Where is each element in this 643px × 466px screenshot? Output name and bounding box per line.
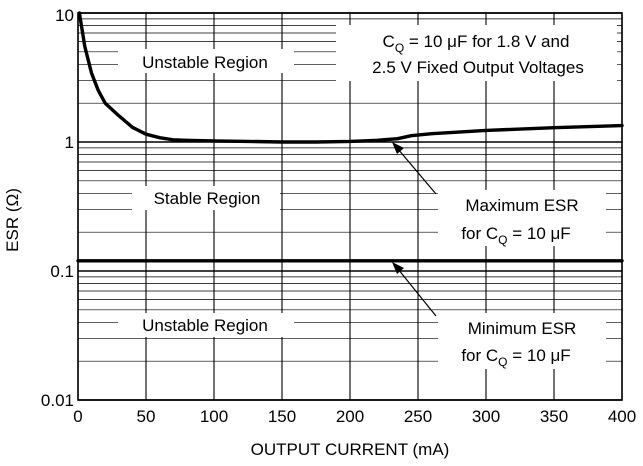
x-tick-label: 150 — [268, 407, 296, 426]
max-esr-leader-line — [397, 148, 437, 195]
y-tick-label: 1 — [65, 133, 74, 152]
series-layer — [76, 11, 624, 263]
y-tick-labels: 0.01 0.1 1 10 — [41, 6, 74, 410]
maximum-esr-curve — [77, 11, 624, 144]
plot-frame — [77, 12, 623, 401]
min-esr-arrowhead — [392, 262, 404, 274]
x-axis-label: OUTPUT CURRENT (mA) — [251, 440, 450, 459]
max-esr-label-line2: for CQ = 10 μF — [461, 224, 570, 247]
x-tick-label: 400 — [608, 407, 636, 426]
unstable-region-lower-label: Unstable Region — [142, 316, 268, 335]
x-tick-label: 100 — [200, 407, 228, 426]
cq-note-line2: 2.5 V Fixed Output Voltages — [372, 58, 584, 77]
x-tick-label: 0 — [73, 407, 82, 426]
annotations: CQ = 10 μF for 1.8 V and 2.5 V Fixed Out… — [118, 25, 617, 369]
y-tick-label: 10 — [55, 6, 74, 25]
x-tick-label: 250 — [404, 407, 432, 426]
x-tick-labels: 0 50 100 150 200 250 300 350 400 — [73, 407, 636, 426]
cq-note-line1: CQ = 10 μF for 1.8 V and — [383, 32, 570, 55]
stable-region-label: Stable Region — [154, 189, 261, 208]
min-esr-label-line2: for CQ = 10 μF — [461, 346, 570, 369]
min-esr-leader-line — [397, 268, 437, 317]
x-tick-label: 200 — [336, 407, 364, 426]
unstable-region-upper-label: Unstable Region — [142, 53, 268, 72]
y-tick-label: 0.01 — [41, 391, 74, 410]
x-tick-label: 350 — [540, 407, 568, 426]
max-esr-arrowhead — [392, 142, 404, 154]
max-esr-label-line1: Maximum ESR — [465, 196, 578, 215]
y-axis-label: ESR (Ω) — [3, 188, 22, 252]
y-tick-label: 0.1 — [50, 262, 74, 281]
x-tick-label: 300 — [472, 407, 500, 426]
x-tick-label: 50 — [137, 407, 156, 426]
min-esr-label-line1: Minimum ESR — [468, 319, 577, 338]
